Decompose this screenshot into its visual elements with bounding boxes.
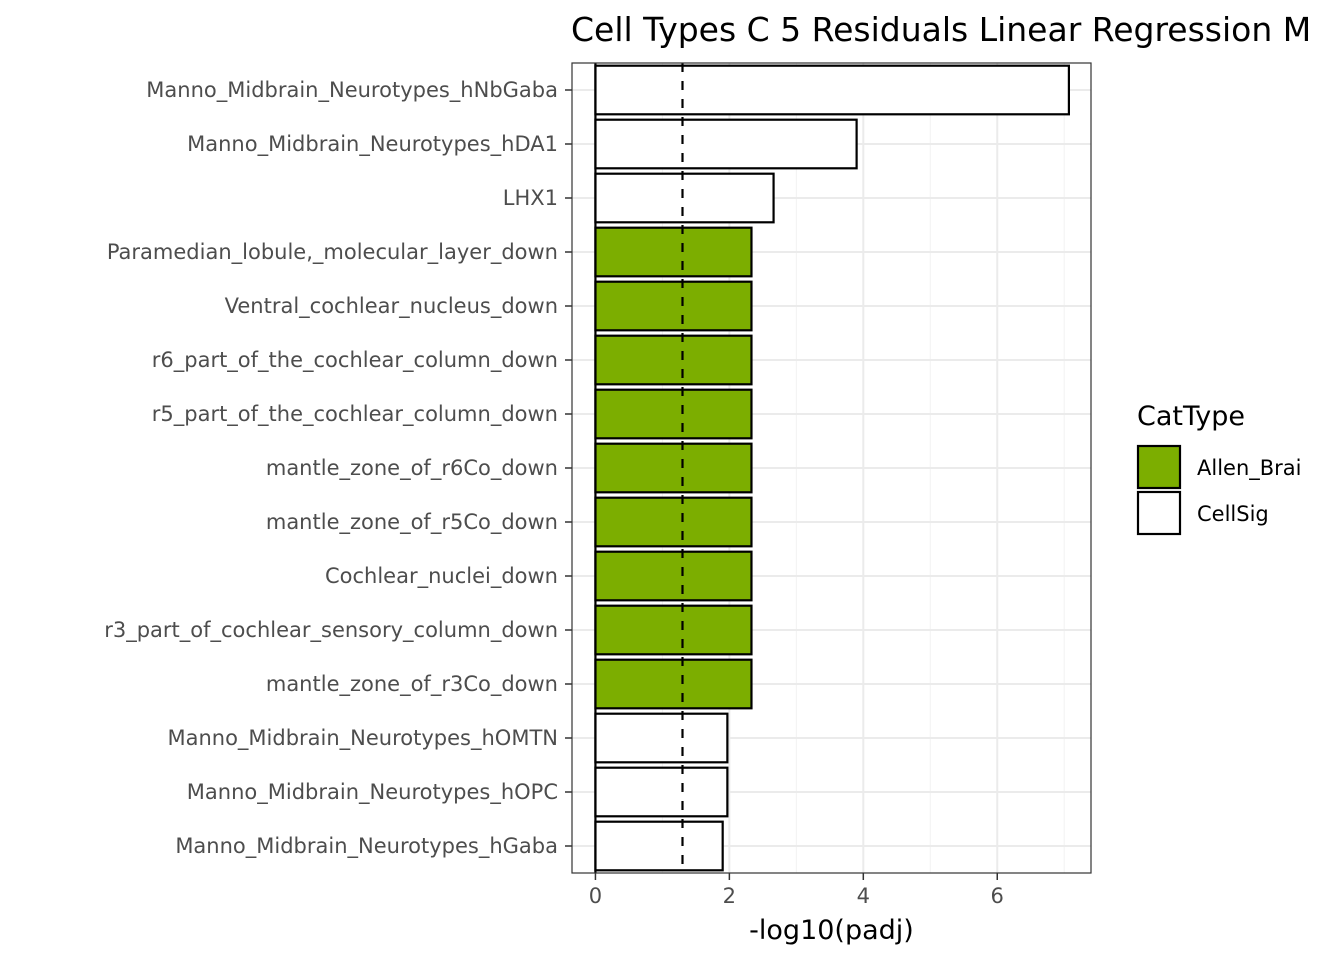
y-tick-label: r3_part_of_cochlear_sensory_column_down <box>104 618 558 643</box>
legend-label: Allen_Brai <box>1197 456 1302 481</box>
y-tick-label: LHX1 <box>503 186 558 210</box>
bar <box>594 64 1071 116</box>
y-tick-label: r5_part_of_the_cochlear_column_down <box>152 402 558 427</box>
y-tick-label: Paramedian_lobule,_molecular_layer_down <box>107 240 558 265</box>
bar <box>594 226 753 278</box>
bar <box>594 280 753 332</box>
legend-key <box>1136 490 1182 536</box>
x-tick-label: 6 <box>991 884 1004 908</box>
y-tick-label: mantle_zone_of_r5Co_down <box>266 510 558 535</box>
x-tick-label: 4 <box>857 884 870 908</box>
legend-label: CellSig <box>1197 502 1269 526</box>
x-tick-label: 2 <box>723 884 736 908</box>
y-tick-label: mantle_zone_of_r6Co_down <box>266 456 558 481</box>
bar <box>594 388 753 440</box>
bar <box>594 820 724 872</box>
chart-title: Cell Types C 5 Residuals Linear Regressi… <box>571 10 1311 49</box>
y-tick-label: Cochlear_nuclei_down <box>325 564 558 589</box>
bar <box>594 334 753 386</box>
bar <box>594 496 753 548</box>
y-tick-label: mantle_zone_of_r3Co_down <box>266 672 558 697</box>
y-tick-label: Manno_Midbrain_Neurotypes_hGaba <box>175 834 558 859</box>
y-tick-label: r6_part_of_the_cochlear_column_down <box>152 348 558 373</box>
y-tick-label: Manno_Midbrain_Neurotypes_hDA1 <box>187 132 558 157</box>
x-tick-label: 0 <box>589 884 602 908</box>
y-tick-label: Manno_Midbrain_Neurotypes_hOMTN <box>167 726 558 751</box>
bar <box>594 766 729 818</box>
bar <box>594 550 753 602</box>
y-tick-label: Manno_Midbrain_Neurotypes_hOPC <box>187 780 558 805</box>
bar <box>594 118 858 170</box>
bar <box>594 172 775 224</box>
x-axis-title: -log10(padj) <box>749 915 914 946</box>
legend-title: CatType <box>1137 401 1245 432</box>
bar <box>594 604 753 656</box>
bar <box>594 658 753 710</box>
bar <box>594 442 753 494</box>
bar <box>594 712 729 764</box>
y-tick-label: Ventral_cochlear_nucleus_down <box>225 294 558 319</box>
legend-key <box>1136 444 1182 490</box>
y-tick-label: Manno_Midbrain_Neurotypes_hNbGaba <box>146 78 558 103</box>
